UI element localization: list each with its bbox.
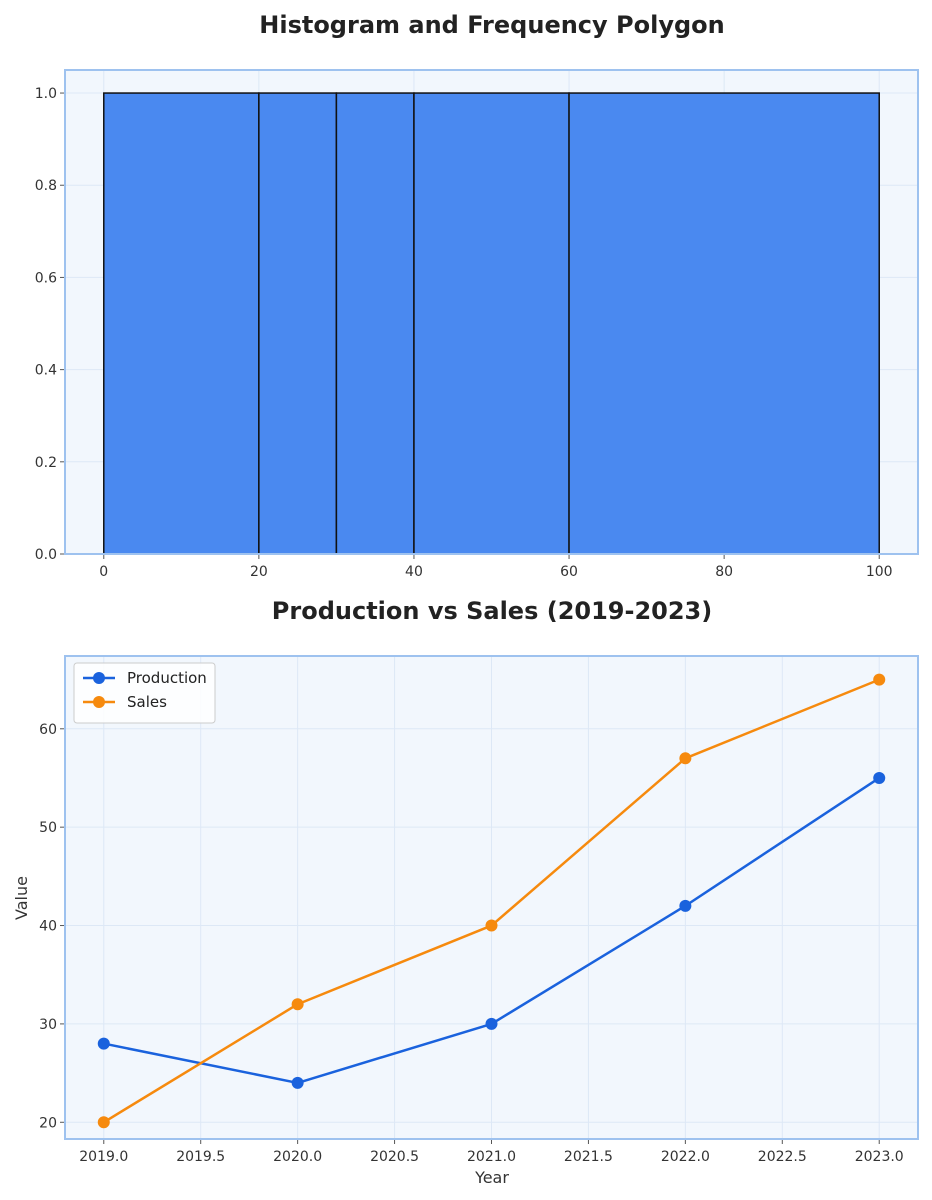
histogram-bar xyxy=(568,92,880,555)
line-chart-x-ticks: 2019.0 2019.5 2020.0 2020.5 2021.0 2021.5 2022… xyxy=(79,1139,904,1165)
line-chart: Production vs Sales (2019-2023) 2019.0 20… xyxy=(12,597,919,1187)
line-chart-x-tick-label: 2021.0 xyxy=(467,1149,516,1165)
histogram-y-tick-label: 0.8 xyxy=(35,178,57,194)
legend-production-marker xyxy=(93,672,105,684)
line-chart-x-tick-label: 2022.5 xyxy=(758,1149,807,1165)
line-chart-x-tick-label: 2020.5 xyxy=(370,1149,419,1165)
histogram-y-tick-label: 0.6 xyxy=(35,270,57,286)
line-chart-x-tick-label: 2019.5 xyxy=(176,1149,225,1165)
line-chart-title: Production vs Sales (2019-2023) xyxy=(272,597,712,625)
histogram-title: Histogram and Frequency Polygon xyxy=(259,11,724,39)
production-point xyxy=(485,1017,498,1030)
histogram-bar xyxy=(413,92,570,555)
histogram-x-ticks: 0 20 40 60 80 100 xyxy=(99,554,893,580)
histogram-y-tick-label: 0.0 xyxy=(35,547,57,563)
line-chart-x-tick-label: 2020.0 xyxy=(273,1149,322,1165)
production-point xyxy=(679,899,692,912)
histogram-y-ticks: 0.0 0.2 0.4 0.6 0.8 1.0 xyxy=(35,86,65,563)
histogram-x-tick-label: 100 xyxy=(866,564,893,580)
line-chart-y-tick-label: 20 xyxy=(39,1115,57,1131)
sales-point xyxy=(873,673,886,686)
line-chart-y-axis-label: Value xyxy=(12,876,31,920)
histogram-y-tick-label: 1.0 xyxy=(35,86,57,102)
production-point xyxy=(873,771,886,784)
line-chart-x-tick-label: 2019.0 xyxy=(79,1149,128,1165)
legend-sales-marker xyxy=(93,696,105,708)
histogram-bar xyxy=(258,92,338,555)
line-chart-x-tick-label: 2022.0 xyxy=(661,1149,710,1165)
line-chart-y-tick-label: 60 xyxy=(39,722,57,738)
line-chart-y-tick-label: 40 xyxy=(39,919,57,935)
histogram-x-tick-label: 80 xyxy=(715,564,733,580)
line-chart-grid xyxy=(65,656,918,1139)
histogram-y-tick-label: 0.4 xyxy=(35,363,57,379)
line-chart-y-tick-label: 30 xyxy=(39,1017,57,1033)
line-chart-y-ticks: 20 30 40 50 60 xyxy=(39,722,65,1131)
line-chart-legend: Production Sales xyxy=(73,662,216,724)
sales-point xyxy=(97,1116,110,1129)
histogram-chart: Histogram and Frequency Polygon 0 20 40 60 8… xyxy=(35,11,919,580)
histogram-frame xyxy=(64,69,919,555)
histogram-bars xyxy=(103,92,880,555)
line-chart-series xyxy=(97,673,886,1129)
line-chart-y-tick-label: 50 xyxy=(39,820,57,836)
line-chart-x-tick-label: 2023.0 xyxy=(855,1149,904,1165)
histogram-bar xyxy=(103,92,260,555)
histogram-x-tick-label: 60 xyxy=(560,564,578,580)
histogram-x-tick-label: 20 xyxy=(250,564,268,580)
production-point xyxy=(291,1076,304,1089)
histogram-x-tick-label: 40 xyxy=(405,564,423,580)
line-chart-x-axis-label: Year xyxy=(474,1168,509,1187)
sales-point xyxy=(291,998,304,1011)
histogram-bar xyxy=(335,92,415,555)
sales-point xyxy=(679,752,692,765)
line-chart-frame xyxy=(64,655,919,1140)
histogram-y-tick-label: 0.2 xyxy=(35,455,57,471)
production-point xyxy=(97,1037,110,1050)
histogram-x-tick-label: 0 xyxy=(99,564,108,580)
legend-production-label: Production xyxy=(127,669,207,687)
sales-point xyxy=(485,919,498,932)
line-chart-x-tick-label: 2021.5 xyxy=(564,1149,613,1165)
legend-sales-label: Sales xyxy=(127,693,167,711)
